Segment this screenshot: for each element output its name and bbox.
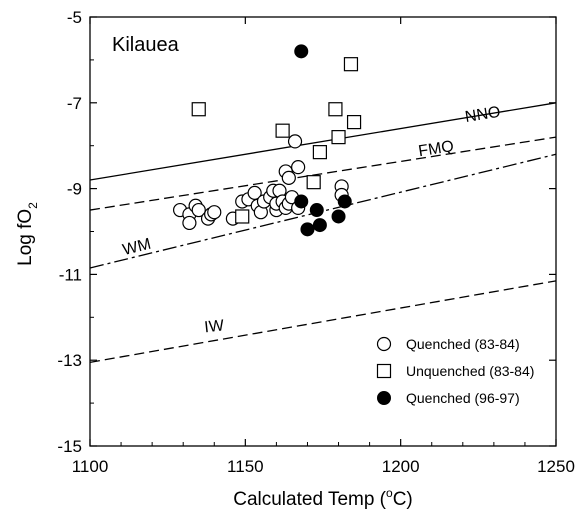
data-point-unquenched-83-84	[275, 123, 290, 138]
y-axis-title: Log fO2	[15, 202, 40, 266]
data-point-unquenched-83-84	[328, 102, 343, 117]
data-point-quenched-96-97	[309, 203, 324, 218]
legend-label-unquenched-83-84: Unquenched (83-84)	[406, 363, 534, 379]
data-points	[172, 44, 362, 237]
data-point-unquenched-83-84	[306, 175, 321, 190]
buffer-line-fmq	[89, 136, 557, 211]
inset-label: Kilauea	[112, 34, 180, 56]
data-point-quenched-83-84	[281, 170, 296, 185]
y-tick-label: -5	[67, 8, 82, 27]
data-point-quenched-83-84	[291, 160, 306, 175]
plot-frame	[89, 16, 557, 447]
y-tick-label: -9	[67, 180, 82, 199]
x-tick-label: 1150	[227, 457, 264, 476]
data-point-unquenched-83-84	[191, 102, 206, 117]
data-point-unquenched-83-84	[331, 130, 346, 145]
y-tick-label: -7	[67, 94, 82, 113]
x-tick-label: 1200	[382, 457, 420, 476]
buffer-lines: NNO FMQ WM IW	[89, 102, 557, 363]
x-axis-title: Calculated Temp (oC)	[233, 486, 413, 510]
legend-label-quenched-96-97: Quenched (96-97)	[406, 390, 520, 406]
legend-marker-unquenched-83-84	[376, 363, 392, 379]
legend: Quenched (83-84) Unquenched (83-84) Quench…	[376, 336, 534, 406]
data-point-unquenched-83-84	[346, 115, 362, 130]
y-tick-label: -11	[59, 265, 82, 284]
data-point-unquenched-83-84	[312, 145, 327, 160]
y-tick-label: -15	[57, 437, 82, 456]
x-tick-label: 1250	[537, 457, 575, 476]
data-point-unquenched-83-84	[343, 57, 359, 72]
buffer-label-fmq: FMQ	[417, 138, 455, 160]
data-point-quenched-96-97	[312, 218, 327, 233]
data-point-unquenched-83-84	[235, 209, 250, 224]
axis-ticks: 1100 1150 1200 1250 -15 -13 -11 -9 -7 -5	[57, 8, 574, 476]
buffer-line-wm	[89, 153, 557, 269]
data-point-quenched-96-97	[294, 194, 309, 209]
data-point-quenched-83-84	[287, 134, 303, 149]
buffer-label-wm: WM	[121, 236, 153, 259]
data-point-quenched-96-97	[294, 44, 309, 59]
legend-marker-quenched-83-84	[376, 336, 392, 352]
data-point-quenched-83-84	[191, 202, 206, 218]
legend-label-quenched-83-84: Quenched (83-84)	[406, 336, 520, 352]
y-tick-label: -13	[57, 351, 82, 370]
legend-marker-quenched-96-97	[377, 391, 391, 405]
data-point-quenched-96-97	[337, 194, 352, 209]
buffer-label-iw: IW	[204, 317, 226, 336]
data-point-quenched-83-84	[182, 215, 197, 231]
buffer-line-nno	[89, 102, 557, 181]
buffer-label-nno: NNO	[464, 104, 502, 126]
data-point-quenched-96-97	[300, 222, 315, 237]
x-tick-label: 1100	[72, 457, 109, 476]
data-point-quenched-96-97	[331, 209, 346, 224]
buffer-line-iw	[89, 280, 557, 363]
data-point-quenched-83-84	[207, 205, 222, 220]
